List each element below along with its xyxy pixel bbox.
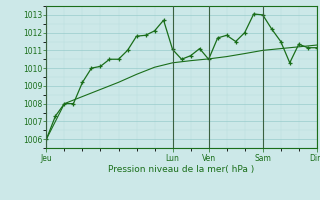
X-axis label: Pression niveau de la mer( hPa ): Pression niveau de la mer( hPa ) xyxy=(108,165,255,174)
